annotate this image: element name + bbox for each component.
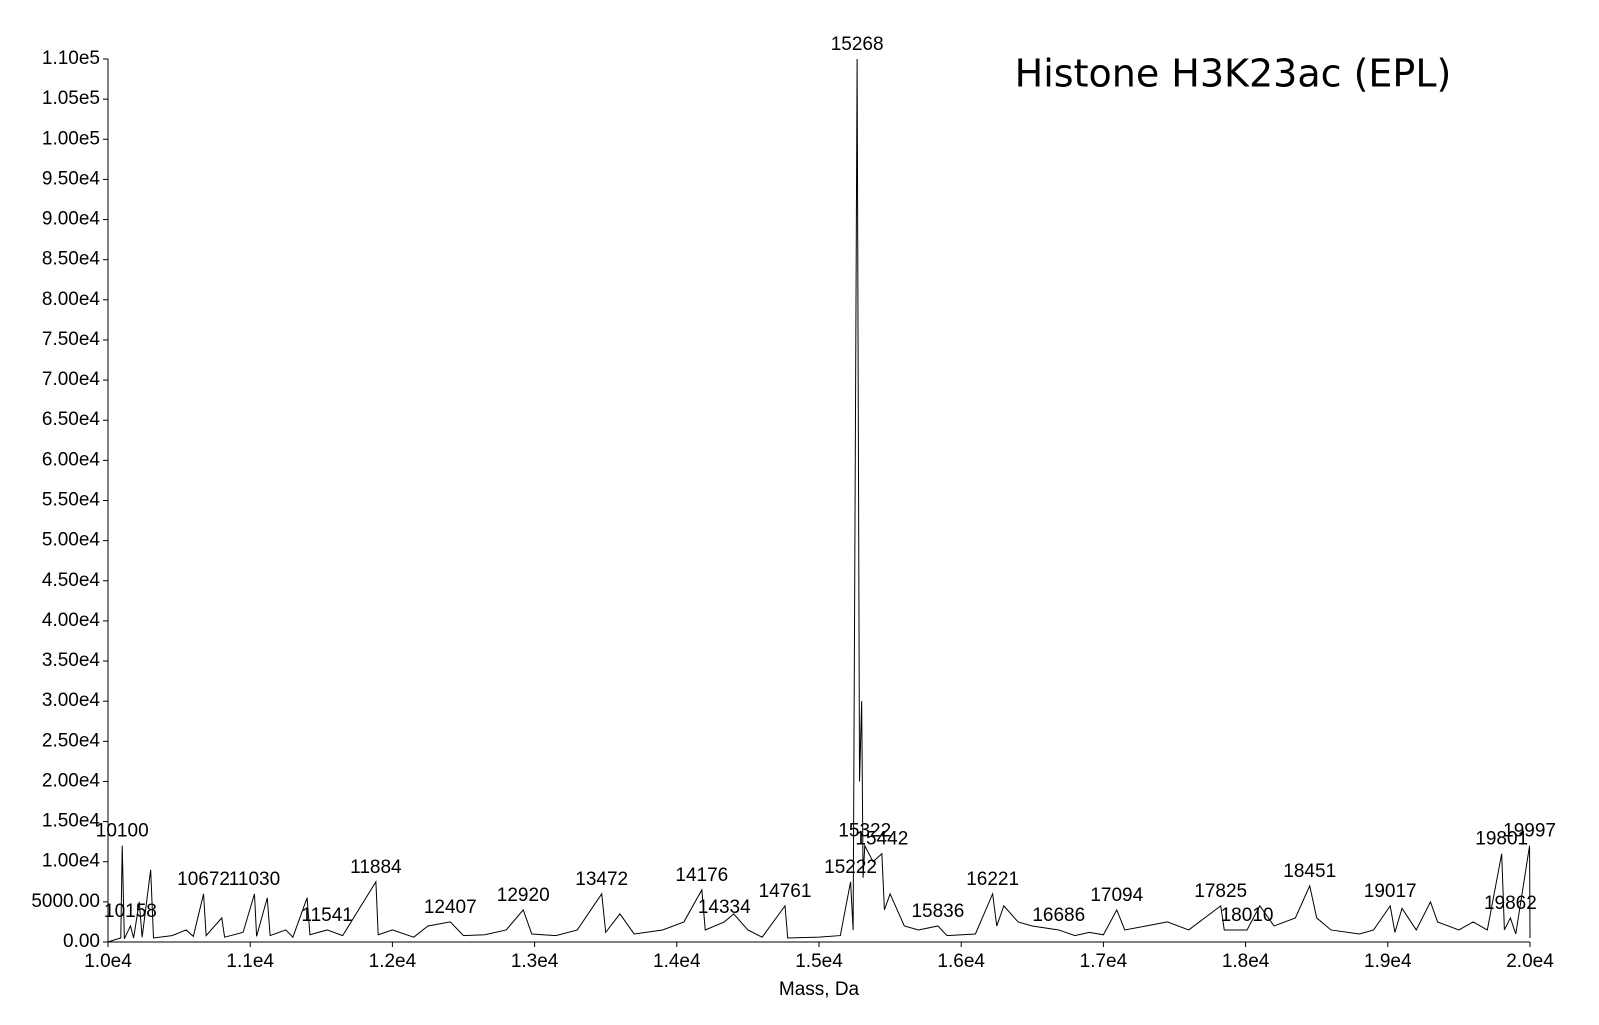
y-tick-label: 9.00e4 [42,209,101,230]
y-tick-label: 6.50e4 [42,409,101,430]
chart-title: Histone H3K23ac (EPL) [1015,52,1452,96]
peak-label: 15268 [831,34,884,55]
y-tick-label: 1.10e5 [42,48,100,69]
x-tick-label: 1.8e4 [1222,951,1270,972]
peak-label: 15442 [855,829,908,850]
peak-label: 19801 [1475,829,1528,850]
y-tick-label: 1.00e5 [42,128,100,149]
x-tick-label: 1.6e4 [937,951,985,972]
peak-label: 18010 [1221,905,1274,926]
y-tick-label: 8.00e4 [42,289,101,310]
peak-label: 14176 [675,865,728,886]
peak-label: 16686 [1032,905,1085,926]
y-tick-label: 6.00e4 [42,449,101,470]
y-tick-label: 0.00 [63,931,100,952]
x-tick-label: 1.2e4 [369,951,417,972]
x-tick-label: 1.1e4 [226,951,274,972]
spectrum-line [107,58,1531,943]
peak-label: 11884 [350,857,402,878]
x-tick-label: 1.9e4 [1364,951,1412,972]
peak-label: 19017 [1364,881,1417,902]
y-tick-label: 1.00e4 [42,851,101,872]
peak-label: 14761 [759,881,812,902]
peak-label: 15322 [838,821,891,842]
peak-label: 10100 [96,821,149,842]
peak-label: 11541 [301,905,352,926]
peak-label: 19997 [1503,821,1556,842]
x-axis-title: Mass, Da [779,979,860,1000]
peak-label: 14334 [698,897,751,918]
y-tick-label: 1.50e4 [42,811,101,832]
y-tick-label: 3.50e4 [42,650,101,671]
x-tick-label: 1.7e4 [1080,951,1128,972]
x-tick-label: 1.5e4 [795,951,843,972]
peak-label: 17094 [1090,885,1143,906]
y-tick-label: 3.00e4 [42,690,101,711]
peak-label: 12920 [497,885,550,906]
y-tick-label: 4.00e4 [42,610,101,631]
peak-label: 10158 [104,901,157,922]
peak-label: 19862 [1484,893,1537,914]
peak-label: 15836 [911,901,964,922]
x-tick-label: 1.4e4 [653,951,701,972]
y-tick-label: 2.00e4 [42,770,101,791]
peak-label: 10672 [177,869,230,890]
peak-label: 18451 [1283,861,1336,882]
peak-label: 16221 [966,869,1019,890]
y-tick-label: 8.50e4 [42,249,101,270]
x-tick-label: 1.3e4 [511,951,559,972]
x-tick-label: 1.0e4 [84,951,132,972]
y-tick-label: 1.05e5 [42,88,100,109]
peak-label: 17825 [1194,881,1247,902]
y-tick-label: 7.50e4 [42,329,101,350]
y-tick-label: 2.50e4 [42,730,101,751]
y-tick-label: 5.50e4 [42,490,101,511]
x-tick-label: 2.0e4 [1506,951,1554,972]
y-tick-label: 5.00e4 [42,530,101,551]
y-tick-label: 9.50e4 [42,168,101,189]
peak-label: 15222 [824,857,877,878]
y-tick-label: 5000.00 [31,891,100,912]
peak-label: 13472 [575,869,628,890]
y-tick-label: 4.50e4 [42,570,101,591]
peak-label: 12407 [424,897,477,918]
y-tick-label: 7.00e4 [42,369,101,390]
peak-label: 11030 [229,869,280,890]
